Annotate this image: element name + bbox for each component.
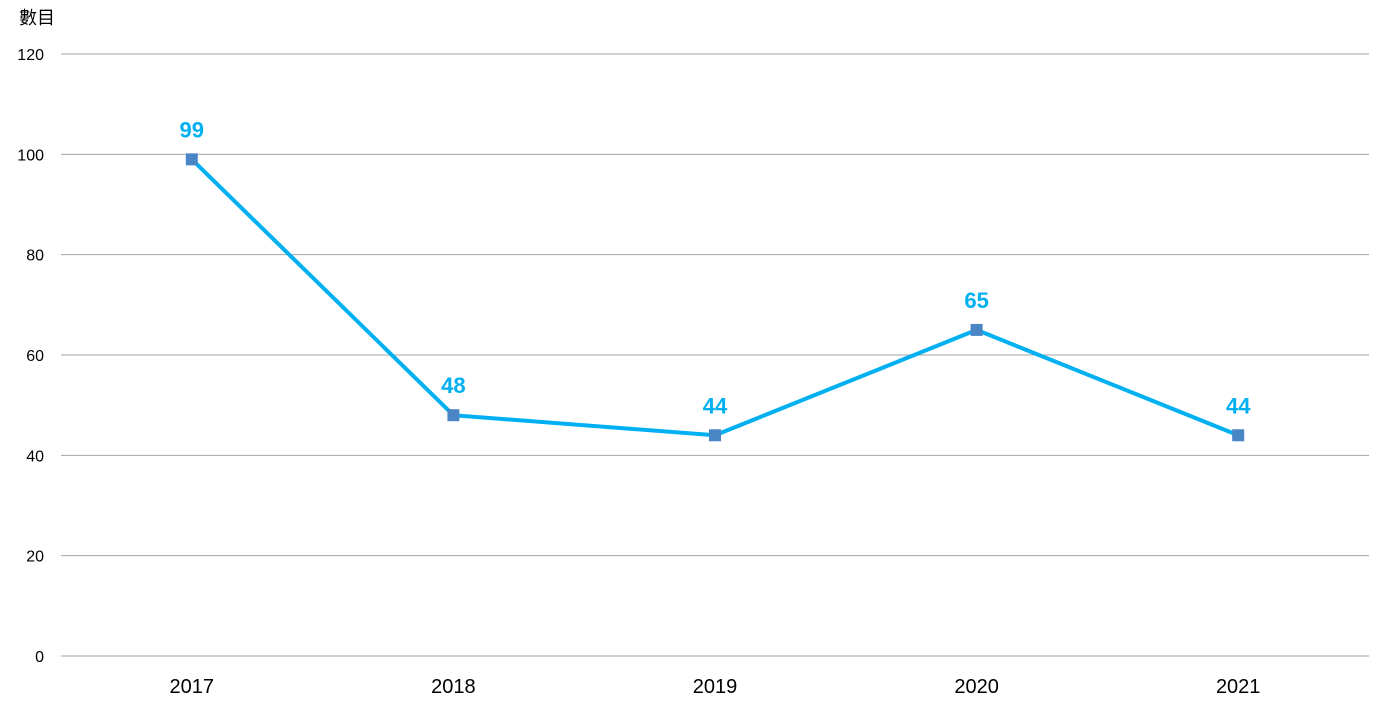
data-point-marker: [709, 429, 721, 442]
y-tick-label: 60: [26, 348, 44, 365]
markers: [185, 153, 1245, 442]
data-label: 44: [703, 393, 728, 418]
y-tick-label: 100: [17, 147, 44, 164]
data-labels: 99 48 44 65 44: [180, 117, 1252, 418]
y-axis-label: 數目: [19, 8, 55, 29]
data-point-marker: [447, 409, 460, 422]
gridlines: [61, 53, 1369, 657]
y-tick-label: 80: [26, 248, 44, 265]
data-point-marker: [1232, 429, 1245, 442]
x-tick-label: 2021: [1216, 676, 1261, 698]
y-tick-label: 0: [35, 649, 44, 666]
y-tick-label: 120: [17, 47, 44, 64]
x-tick-label: 2018: [431, 676, 476, 698]
y-axis-ticks: 0 20 40 60 80 100 120: [17, 47, 44, 666]
y-tick-label: 20: [26, 549, 44, 566]
x-tick-label: 2017: [170, 676, 215, 698]
data-label: 48: [441, 373, 465, 398]
data-label: 99: [180, 117, 204, 142]
data-point-marker: [970, 323, 983, 336]
data-label: 44: [1226, 393, 1251, 418]
data-label: 65: [964, 288, 988, 313]
x-axis-ticks: 2017 2018 2019 2020 2021: [170, 676, 1261, 698]
data-point-marker: [185, 153, 198, 166]
x-tick-label: 2020: [954, 676, 999, 698]
x-tick-label: 2019: [693, 676, 738, 698]
y-tick-label: 40: [26, 448, 44, 465]
